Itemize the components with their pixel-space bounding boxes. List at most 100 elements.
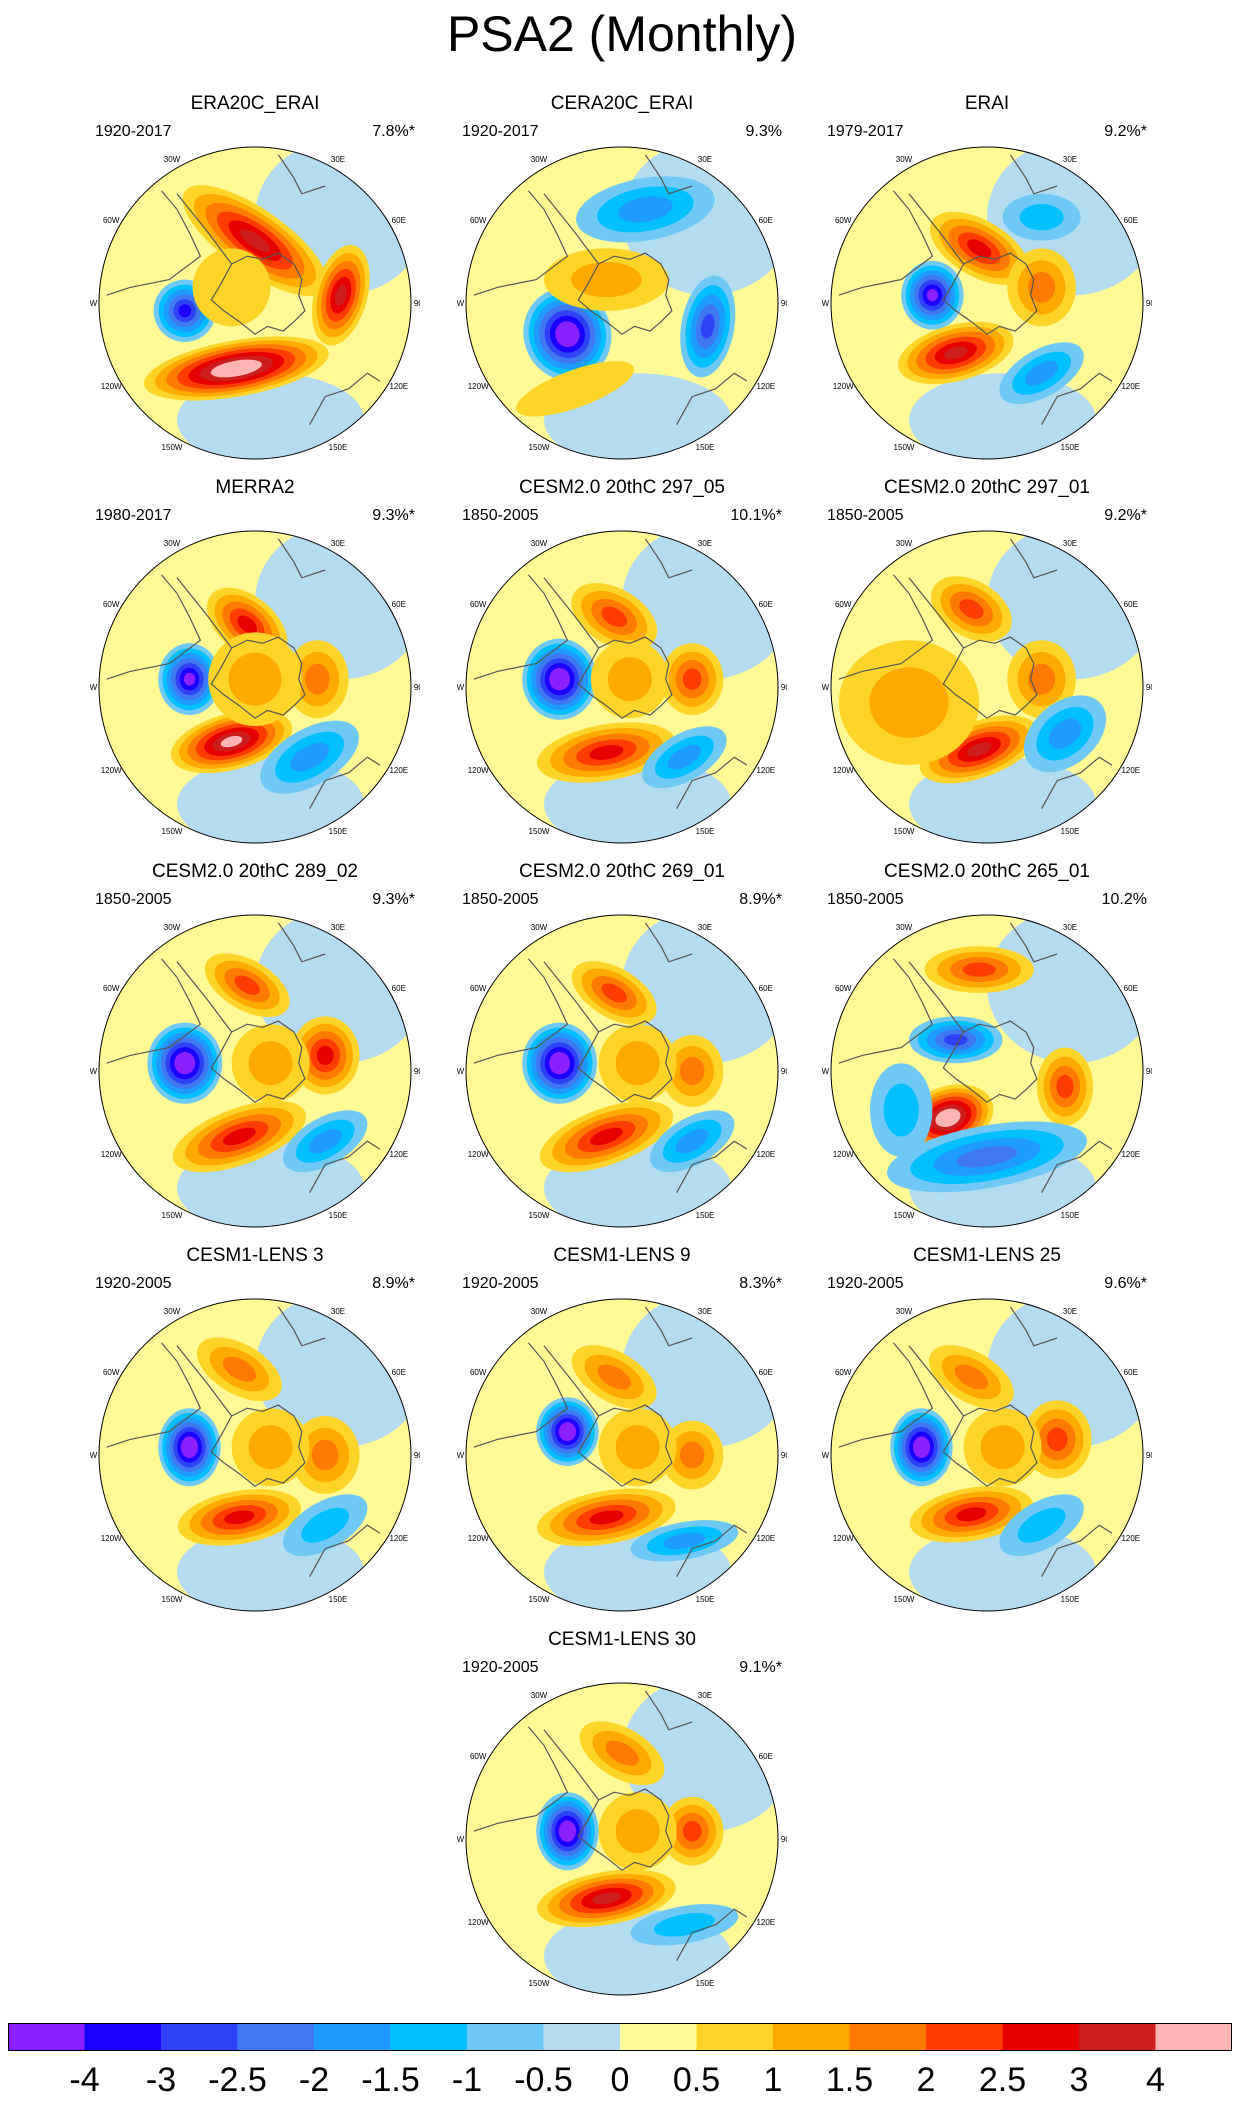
anomaly-contour [682, 1820, 702, 1842]
anomaly-contour [601, 606, 628, 627]
anomaly-contour [615, 1041, 660, 1086]
longitude-label: 60W [470, 216, 487, 225]
longitude-label: 30W [531, 539, 548, 548]
longitude-label: 150W [529, 1979, 550, 1988]
anomaly-contour [663, 1532, 706, 1549]
longitude-label: 90E [414, 1067, 420, 1076]
longitude-label: 120E [389, 1534, 408, 1543]
longitude-label: 0 [620, 908, 625, 910]
longitude-label: 90W [822, 1451, 830, 1460]
longitude-label: 0 [253, 908, 258, 910]
africa-coastline [1009, 538, 1058, 579]
longitude-label: 150W [162, 443, 183, 452]
south-america-coastline [838, 1342, 934, 1448]
polar-stereographic-map: 030E60E90E120E150E180150W120W90W60W30W [457, 140, 787, 460]
longitude-label: 150E [696, 1211, 715, 1220]
colorbar-segment [696, 2023, 774, 2051]
africa-coastline [644, 1690, 693, 1731]
anomaly-contour [334, 284, 347, 306]
panel-title: CESM2.0 20thC 289_02 [152, 861, 358, 882]
panel-variance-explained: 9.3%* [372, 507, 415, 524]
antarctica-coastline [210, 1020, 306, 1103]
longitude-label: 30W [896, 1307, 913, 1316]
south-america-coastline [473, 190, 569, 296]
longitude-label: 150W [529, 1595, 550, 1604]
anomaly-contour [956, 1146, 1018, 1168]
anomaly-contour [308, 1129, 342, 1154]
south-america-coastline [106, 574, 202, 680]
anomaly-contour [1025, 361, 1059, 386]
longitude-label: 60E [392, 600, 406, 609]
longitude-label: 30E [698, 923, 712, 932]
colorbar-tick-label: 2.5 [978, 2061, 1027, 2099]
colorbar-tick-label: 3 [1069, 2061, 1089, 2099]
antarctica-coastline [210, 1404, 306, 1487]
longitude-label: 120E [389, 382, 408, 391]
map-boundary [98, 146, 412, 460]
anomaly-contour [562, 1825, 573, 1838]
longitude-label: 150E [696, 1595, 715, 1604]
peninsula-coastline [176, 577, 233, 649]
longitude-label: 30W [531, 155, 548, 164]
africa-coastline [1009, 922, 1058, 963]
panel-variance-explained: 9.2%* [1104, 507, 1147, 524]
map-panel: CESM2.0 20thC 289_02 1850-2005 9.3%* 0 30E 60… [90, 860, 420, 1230]
longitude-label: 60W [835, 1368, 852, 1377]
polar-stereographic-map: 030E60E90E120E150E180150W120W90W60W30W [457, 524, 787, 844]
panel-period: 1850-2005 [95, 891, 172, 908]
longitude-label: 120W [101, 1150, 122, 1159]
antarctica-coastline [577, 1788, 673, 1871]
anomaly-contour [679, 1441, 705, 1469]
south-america-coastline [106, 958, 202, 1064]
anomaly-contour [916, 1441, 927, 1454]
longitude-label: 120E [1121, 1150, 1140, 1159]
panel-title: CERA20C_ERAI [550, 93, 694, 114]
africa-coastline [277, 538, 326, 579]
longitude-label: 120E [756, 1150, 775, 1159]
anomaly-contour [682, 668, 702, 690]
longitude-label: 30W [164, 923, 181, 932]
panel-title: CESM1-LENS 25 [913, 1245, 1061, 1266]
south-america-coastline [473, 574, 569, 680]
longitude-label: 90W [822, 1067, 830, 1076]
longitude-label: 60W [103, 1368, 120, 1377]
longitude-label: 90E [414, 1451, 420, 1460]
anomaly-contour [618, 196, 673, 223]
longitude-label: 90E [414, 299, 420, 308]
panel-title: CESM2.0 20thC 297_01 [884, 477, 1090, 498]
anomaly-contour [667, 745, 701, 770]
map-panel: CESM2.0 20thC 265_01 1850-2005 10.2% 0 30E 60… [822, 860, 1152, 1230]
africa-coastline [1009, 1306, 1058, 1347]
longitude-label: 30E [1063, 1307, 1077, 1316]
longitude-label: 150E [696, 443, 715, 452]
longitude-label: 90W [90, 1451, 98, 1460]
antarctica-coastline [942, 636, 1038, 719]
antarctica-coastline [577, 636, 673, 719]
longitude-label: 120E [389, 766, 408, 775]
anomaly-contour [956, 1507, 987, 1522]
colorbar-tick-label: 0.5 [672, 2061, 721, 2099]
longitude-label: 30W [531, 923, 548, 932]
longitude-label: 150E [329, 443, 348, 452]
map-boundary [465, 1298, 779, 1612]
peninsula-coastline [908, 193, 965, 265]
longitude-label: 60E [759, 1752, 773, 1761]
longitude-label: 120W [101, 1534, 122, 1543]
longitude-label: 0 [620, 524, 625, 526]
longitude-label: 0 [620, 1292, 625, 1294]
anomaly-contour [311, 1439, 339, 1471]
australia-coastline [309, 1140, 381, 1193]
anomaly-contour [615, 1425, 660, 1470]
anomaly-contour [966, 742, 992, 757]
anomaly-contour [615, 1809, 660, 1854]
colorbar-tick-label: 1.5 [825, 2061, 874, 2099]
anomaly-contour [940, 1112, 956, 1124]
longitude-label: 90W [90, 683, 98, 692]
longitude-label: 90E [414, 683, 420, 692]
longitude-label: 30E [1063, 923, 1077, 932]
anomaly-contour [926, 289, 938, 302]
longitude-label: 150W [162, 1211, 183, 1220]
colorbar-tick-label: 0 [610, 2061, 630, 2099]
anomaly-contour [222, 1356, 257, 1382]
figure-title: PSA2 (Monthly) [446, 6, 798, 62]
